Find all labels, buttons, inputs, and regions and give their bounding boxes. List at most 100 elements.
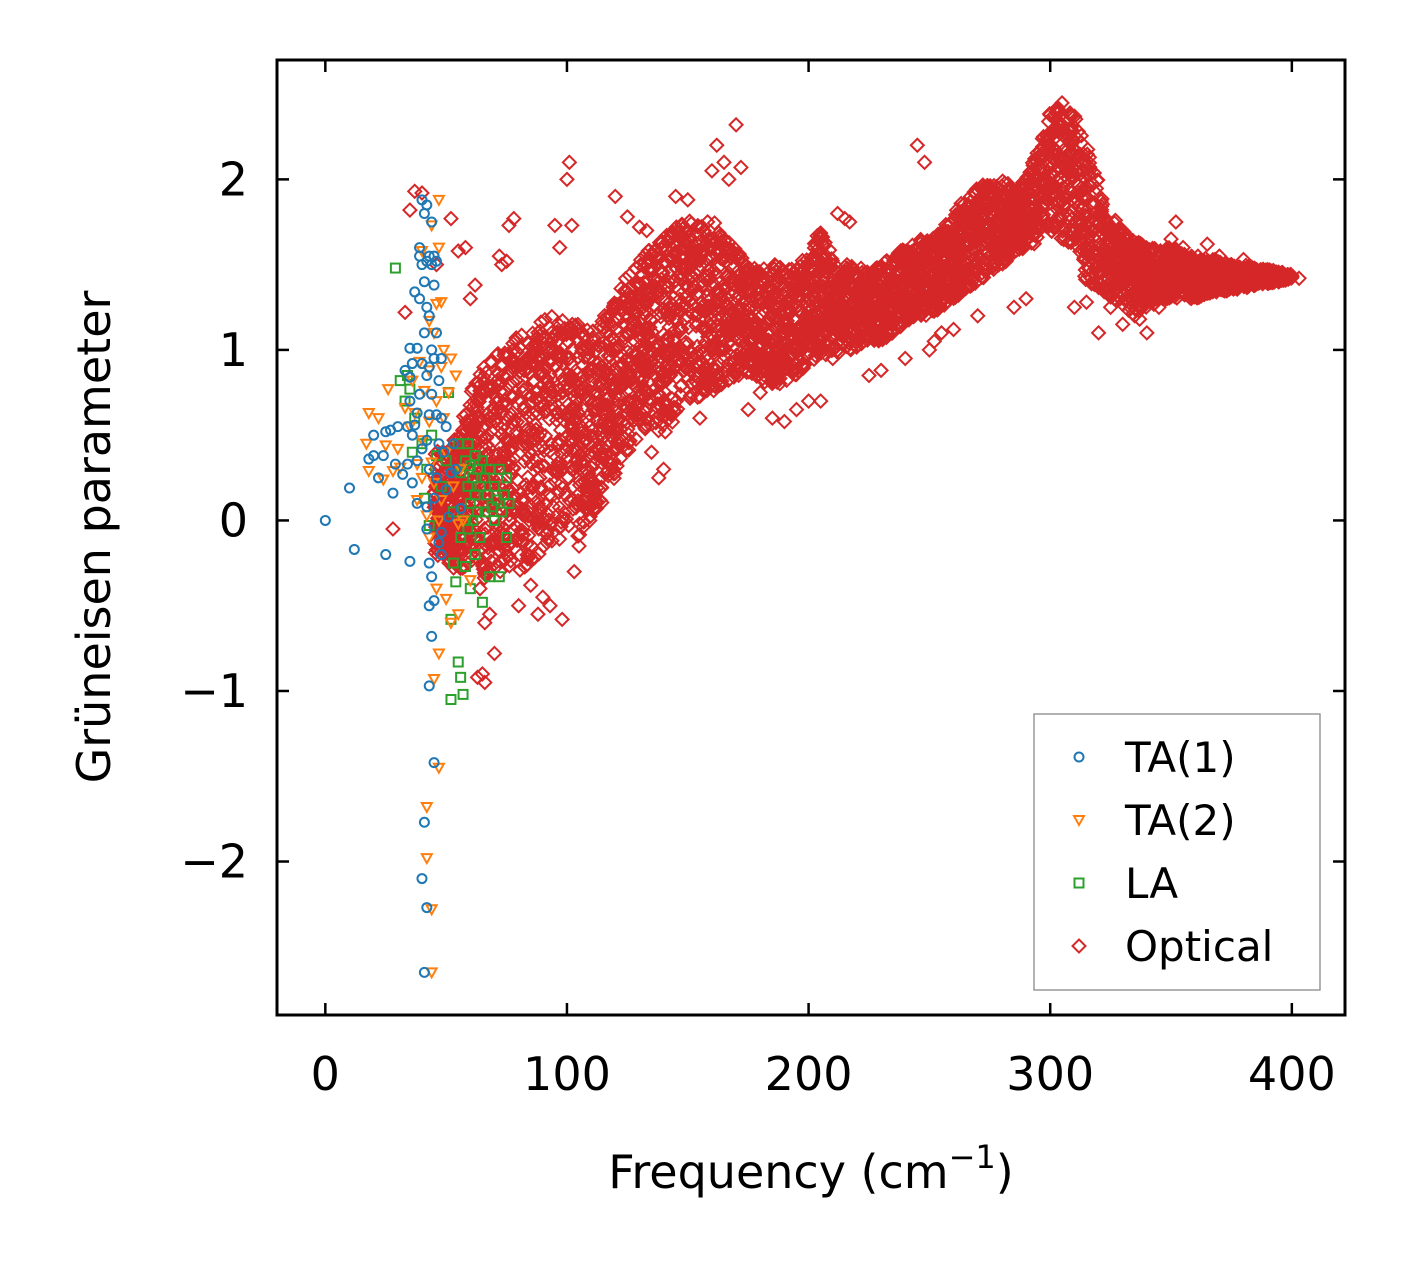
optical-cloud-point	[647, 273, 664, 290]
optical-cloud-point	[833, 331, 849, 348]
optical-cloud-point	[1223, 270, 1240, 287]
optical-cloud-point	[709, 243, 726, 260]
optical-cloud-point	[735, 268, 751, 285]
optical-cloud-point	[1051, 194, 1068, 211]
optical-cloud-point	[878, 325, 895, 341]
optical-cloud-point	[720, 284, 737, 301]
optical-cloud-point	[1025, 233, 1041, 250]
optical-cloud-point	[858, 291, 875, 308]
optical-cloud-point	[626, 306, 642, 322]
optical-cloud-point	[817, 296, 834, 313]
optical-cloud-point	[800, 337, 817, 354]
optical-cloud-point	[1104, 272, 1121, 289]
optical-cloud-point	[612, 378, 629, 395]
optical-cloud-point	[504, 354, 521, 371]
optical-cloud-point	[721, 301, 738, 318]
optical-cloud-point	[1032, 143, 1049, 160]
optical-cloud-point	[1076, 235, 1092, 252]
optical-cloud-point	[758, 331, 774, 348]
optical-cloud-point	[519, 550, 536, 567]
optical-cloud-point	[813, 281, 830, 298]
optical-cloud-point	[896, 300, 913, 317]
optical-cloud-point	[1177, 280, 1194, 297]
optical-cloud-point	[648, 410, 665, 427]
optical-cloud-point	[666, 323, 683, 339]
optical-cloud-point	[693, 353, 710, 370]
optical-cloud-point	[761, 356, 778, 373]
optical-cloud-point	[736, 335, 753, 352]
optical-cloud-point	[518, 422, 535, 439]
optical-cloud-point	[632, 276, 649, 293]
optical-cloud-point	[1148, 275, 1165, 292]
optical-cloud-point	[679, 234, 696, 251]
optical-cloud-point	[966, 259, 983, 275]
optical-cloud-point	[778, 360, 795, 377]
optical-cloud-point	[1118, 293, 1134, 310]
optical-cloud-point	[1097, 260, 1114, 277]
optical-cloud-point	[487, 412, 504, 429]
optical-cloud-point	[700, 238, 717, 255]
optical-cloud-point	[929, 279, 946, 295]
optical-cloud-point	[977, 251, 994, 268]
optical-cloud-point	[676, 362, 692, 379]
optical-cloud-point	[509, 413, 526, 430]
optical-cloud-point	[645, 345, 662, 362]
optical-cloud-point	[1117, 254, 1134, 270]
optical-cloud-point	[1067, 111, 1084, 128]
optical-cloud-point	[801, 309, 818, 325]
optical-cloud-point	[609, 372, 626, 389]
optical-cloud-point	[937, 216, 954, 233]
optical-cloud-point	[583, 459, 600, 476]
optical-cloud-point	[825, 330, 842, 347]
optical-cloud-point	[686, 349, 702, 366]
optical-cloud-point	[686, 367, 703, 384]
optical-cloud-point	[1044, 205, 1060, 222]
optical-cloud-point	[884, 289, 901, 306]
optical-cloud-point	[888, 264, 905, 281]
optical-cloud-point	[838, 332, 855, 349]
optical-cloud-point	[620, 295, 637, 312]
optical-cloud-point	[527, 416, 543, 433]
optical-cloud-point	[707, 265, 724, 282]
optical-cloud-point	[665, 331, 682, 348]
optical-cloud-point	[803, 250, 820, 267]
optical-cloud-point	[514, 535, 531, 552]
optical-cloud-point	[501, 451, 518, 468]
optical-cloud-point	[654, 234, 670, 251]
optical-cloud-point	[752, 354, 769, 370]
optical-cloud-point	[720, 242, 737, 258]
optical-cloud-point	[472, 389, 489, 406]
optical-cloud-point	[601, 332, 618, 349]
optical-cloud-point	[780, 293, 796, 310]
optical-cloud-point	[466, 520, 482, 537]
optical-cloud-point	[621, 392, 638, 409]
optical-cloud-point	[582, 383, 599, 400]
optical-cloud-point	[973, 225, 990, 242]
optical-cloud-point	[699, 281, 715, 298]
optical-cloud-point	[834, 268, 851, 284]
optical-cloud-point	[541, 477, 558, 493]
optical-cloud-point	[696, 319, 713, 336]
optical-cloud-point	[693, 362, 710, 379]
optical-cloud-point	[776, 356, 793, 373]
optical-cloud-point	[554, 402, 570, 419]
optical-cloud-point	[1180, 282, 1197, 299]
optical-cloud-point	[652, 399, 669, 416]
optical-cloud-point	[479, 503, 496, 520]
optical-cloud-point	[759, 289, 775, 306]
optical-cloud-point	[570, 492, 586, 509]
optical-cloud-point	[557, 407, 574, 423]
optical-cloud-point	[688, 286, 705, 303]
optical-cloud-point	[655, 254, 672, 271]
optical-cloud-point	[700, 298, 717, 315]
optical-cloud-point	[1172, 279, 1189, 296]
optical-cloud-point	[551, 344, 568, 361]
optical-cloud-point	[821, 296, 838, 313]
optical-cloud-point	[488, 394, 505, 410]
optical-cloud-point	[524, 551, 540, 567]
optical-cloud-point	[694, 375, 711, 391]
optical-cloud-point	[478, 364, 495, 381]
optical-cloud-point	[488, 347, 505, 364]
optical-cloud-point	[663, 301, 679, 318]
optical-cloud-point	[551, 499, 568, 516]
